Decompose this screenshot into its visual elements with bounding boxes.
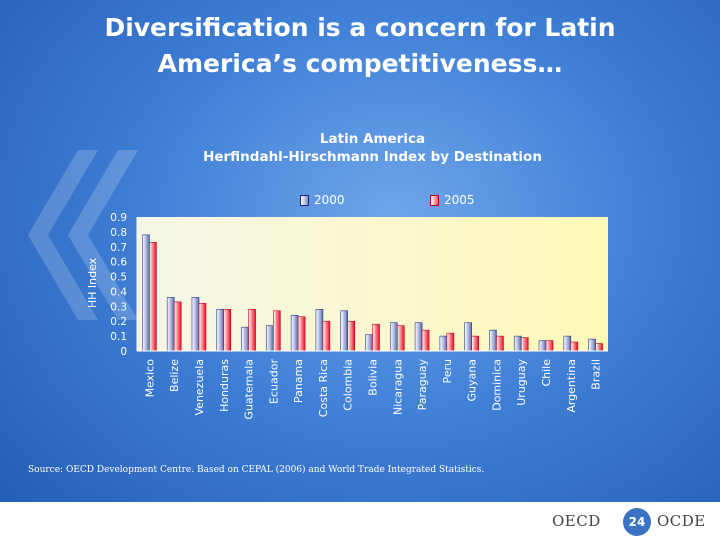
bar-2005-chile	[545, 340, 554, 352]
y-tick-label: 0.3	[110, 301, 127, 313]
source-note: Source: OECD Development Centre. Based o…	[28, 465, 485, 475]
x-tick-label: Chile	[540, 359, 553, 387]
bar-2005-costa-rica	[322, 320, 331, 352]
bar-2005-guyana	[471, 335, 479, 352]
y-axis-label: HH Index	[86, 257, 99, 308]
bar-2005-venezuela	[198, 303, 207, 352]
x-tick-label: Paraguay	[416, 359, 429, 411]
y-tick-label: 0.1	[110, 331, 127, 343]
chevron-watermark-icon	[28, 150, 138, 320]
x-tick-label: Ecuador	[267, 359, 280, 404]
x-tick-label: Mexico	[143, 359, 156, 398]
x-tick-label: Costa Rica	[317, 359, 330, 417]
legend-swatch-2000	[300, 194, 309, 206]
page-number: 24	[623, 508, 651, 536]
x-tick-label: Panama	[292, 359, 305, 403]
y-tick-label: 0.6	[110, 257, 127, 269]
bar-2005-nicaragua	[396, 325, 405, 352]
x-tick-label: Guyana	[466, 359, 479, 401]
y-tick-label: 0	[120, 346, 127, 358]
bar-2005-bolivia	[372, 323, 380, 352]
legend-label-2000: 2000	[314, 193, 345, 207]
x-tick-label: Nicaragua	[391, 359, 404, 415]
x-tick-label: Guatemala	[243, 359, 256, 420]
bar-2000-ecuador	[266, 325, 274, 352]
bar-2005-dominica	[496, 335, 504, 352]
bar-2000-uruguay	[513, 335, 522, 352]
bar-2005-peru	[446, 332, 455, 352]
x-tick-label: Bolivia	[367, 359, 380, 396]
y-tick-label: 0.2	[110, 316, 127, 328]
y-tick-label: 0.9	[110, 212, 127, 224]
bar-2005-paraguay	[421, 329, 430, 352]
legend-item-2005: 2005	[430, 193, 475, 207]
x-tick-label: Venezuela	[193, 359, 206, 416]
legend-item-2000: 2000	[300, 193, 345, 207]
slide-title-line1: Diversification is a concern for Latin	[104, 13, 616, 42]
x-tick-label: Belize	[168, 359, 181, 392]
y-tick-label: 0.7	[110, 242, 127, 254]
bar-2000-argentina	[563, 335, 572, 352]
x-tick-label: Uruguay	[515, 359, 528, 406]
bar-2000-chile	[538, 340, 547, 352]
slide-title: Diversification is a concern for Latin A…	[0, 10, 720, 82]
x-tick-label: Dominica	[490, 359, 503, 411]
chart-legend: 2000 2005	[300, 193, 500, 209]
bar-2005-belize	[173, 301, 182, 352]
bar-2000-nicaragua	[389, 322, 398, 352]
chart-title-line1: Latin America	[319, 131, 426, 147]
bar-2000-peru	[439, 335, 448, 352]
x-tick-label: Colombia	[342, 359, 355, 411]
bar-2000-honduras	[216, 309, 225, 352]
bar-2005-guatemala	[248, 309, 256, 352]
bar-2005-colombia	[347, 320, 356, 352]
x-tick-label: Honduras	[218, 359, 231, 412]
x-tick-label: Peru	[441, 359, 454, 384]
chart-title-line2: Herfindahl-Hirschmann Index by Destinati…	[203, 149, 542, 165]
bar-2005-brazil	[595, 343, 603, 352]
chart-title: Latin America Herfindahl-Hirschmann Inde…	[150, 130, 595, 166]
y-tick-label: 0.5	[110, 272, 127, 284]
bar-2000-belize	[166, 297, 175, 352]
y-tick-label: 0.8	[110, 227, 127, 239]
bar-2005-panama	[297, 316, 306, 352]
bar-2000-panama	[290, 314, 299, 352]
bar-2000-venezuela	[191, 297, 200, 352]
x-tick-label: Brazil	[590, 359, 603, 390]
x-tick-label: Argentina	[565, 359, 578, 413]
bar-2000-bolivia	[365, 334, 373, 352]
bar-2005-honduras	[223, 309, 232, 352]
y-tick-label: 0.4	[110, 286, 127, 298]
oecd-logo: OECD	[552, 512, 601, 530]
slide-title-line2: America’s competitiveness…	[157, 49, 563, 78]
bar-2005-uruguay	[520, 337, 529, 352]
bar-2000-costa-rica	[315, 309, 324, 352]
bar-2000-guatemala	[241, 326, 249, 352]
bar-2005-mexico	[149, 242, 157, 352]
bar-2000-colombia	[340, 310, 349, 352]
bar-2000-guyana	[464, 322, 472, 352]
footer: OECD 24 OCDE	[0, 502, 720, 540]
bar-2005-argentina	[570, 341, 579, 352]
bar-2000-dominica	[489, 329, 497, 352]
bar-2005-ecuador	[273, 310, 281, 352]
bar-2000-brazil	[588, 338, 596, 352]
bar-chart: 0 0.1 0.2 0.3 0.4 0.5 0.6 0.7 0.8 0.9 Mexico Beliz…	[86, 212, 608, 420]
ocde-logo: OCDE	[657, 512, 706, 530]
bar-2000-mexico	[142, 234, 150, 352]
legend-swatch-2005	[430, 194, 439, 206]
bar-2000-paraguay	[414, 322, 423, 352]
legend-label-2005: 2005	[444, 193, 475, 207]
